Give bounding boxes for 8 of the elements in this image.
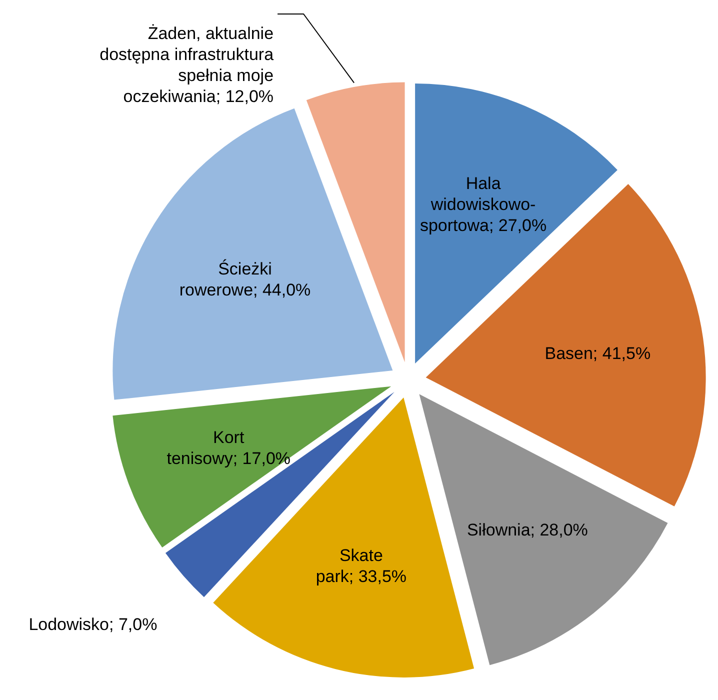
slice-label: Siłownia; 28,0% (466, 520, 588, 540)
slice-label: Kort tenisowy; 17,0% (166, 428, 291, 468)
slice-label: Hala widowiskowo-sportowa; 27,0% (420, 174, 547, 235)
slice-label: Skate park; 33,5% (316, 546, 407, 586)
slice-label: Lodowisko; 7,0% (28, 615, 158, 634)
slice-label: Basen; 41,5% (544, 344, 651, 363)
slice-label: Ścieżki rowerowe; 44,0% (179, 258, 311, 300)
slice-label: Żaden, aktualnie dostępna infrastruktura spełnia moje oczekiwania; 12,0% (100, 24, 274, 106)
